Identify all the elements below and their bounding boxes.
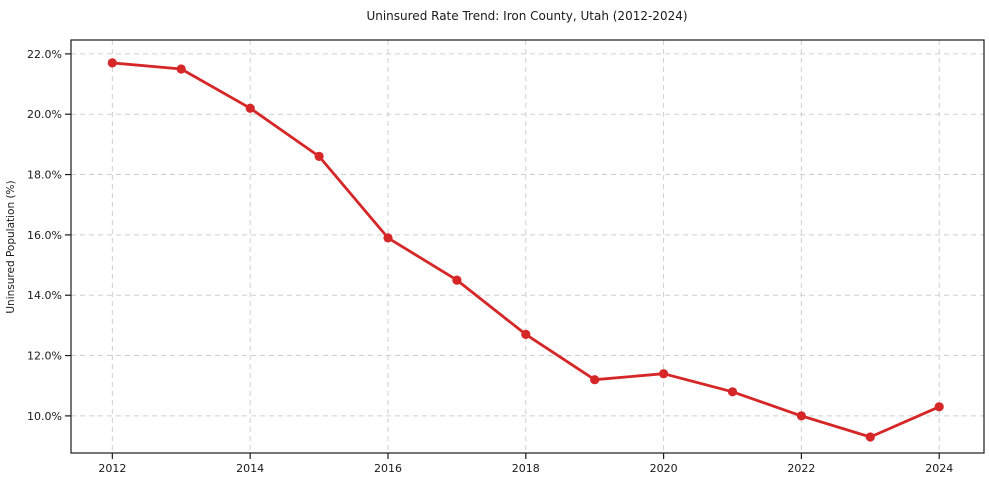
data-point-2022 (796, 411, 807, 421)
y-tick-label: 14.0% (27, 289, 62, 302)
y-tick-label: 22.0% (27, 48, 62, 61)
data-point-2016 (383, 233, 393, 243)
data-point-2018 (521, 329, 531, 339)
chart-title: Uninsured Rate Trend: Iron County, Utah … (366, 9, 687, 23)
y-tick-label: 18.0% (27, 169, 62, 182)
y-tick-label: 20.0% (27, 108, 62, 121)
plot-border (70, 39, 985, 454)
x-tick-label: 2018 (512, 462, 540, 475)
data-point-2024 (934, 402, 944, 412)
y-tick-label: 16.0% (27, 229, 62, 242)
data-point-2012 (107, 58, 117, 68)
data-point-2021 (727, 387, 738, 397)
y-tick-label: 10.0% (27, 410, 62, 423)
x-tick-label: 2012 (98, 462, 126, 475)
x-tick-label: 2016 (374, 462, 402, 475)
data-point-2017 (452, 275, 462, 285)
x-tick-label: 2014 (236, 462, 264, 475)
data-point-2014 (245, 103, 255, 113)
x-tick-label: 2022 (787, 462, 815, 475)
y-axis-label: Uninsured Population (%) (5, 180, 17, 313)
x-tick-label: 2020 (650, 462, 678, 475)
axis-layer: 10.0% 12.0% 14.0% 16.0% 18.0% 20.0% 22.0% 2012 2… (27, 39, 985, 475)
data-point-2015 (314, 151, 324, 161)
data-point-2013 (176, 64, 186, 74)
series-layer (107, 58, 944, 442)
grid-layer (71, 40, 984, 453)
y-tick-label: 12.0% (27, 350, 62, 363)
x-tick-label: 2024 (925, 462, 953, 475)
data-point-2019 (590, 375, 600, 385)
data-point-2020 (659, 369, 669, 379)
data-point-2023 (865, 432, 875, 442)
